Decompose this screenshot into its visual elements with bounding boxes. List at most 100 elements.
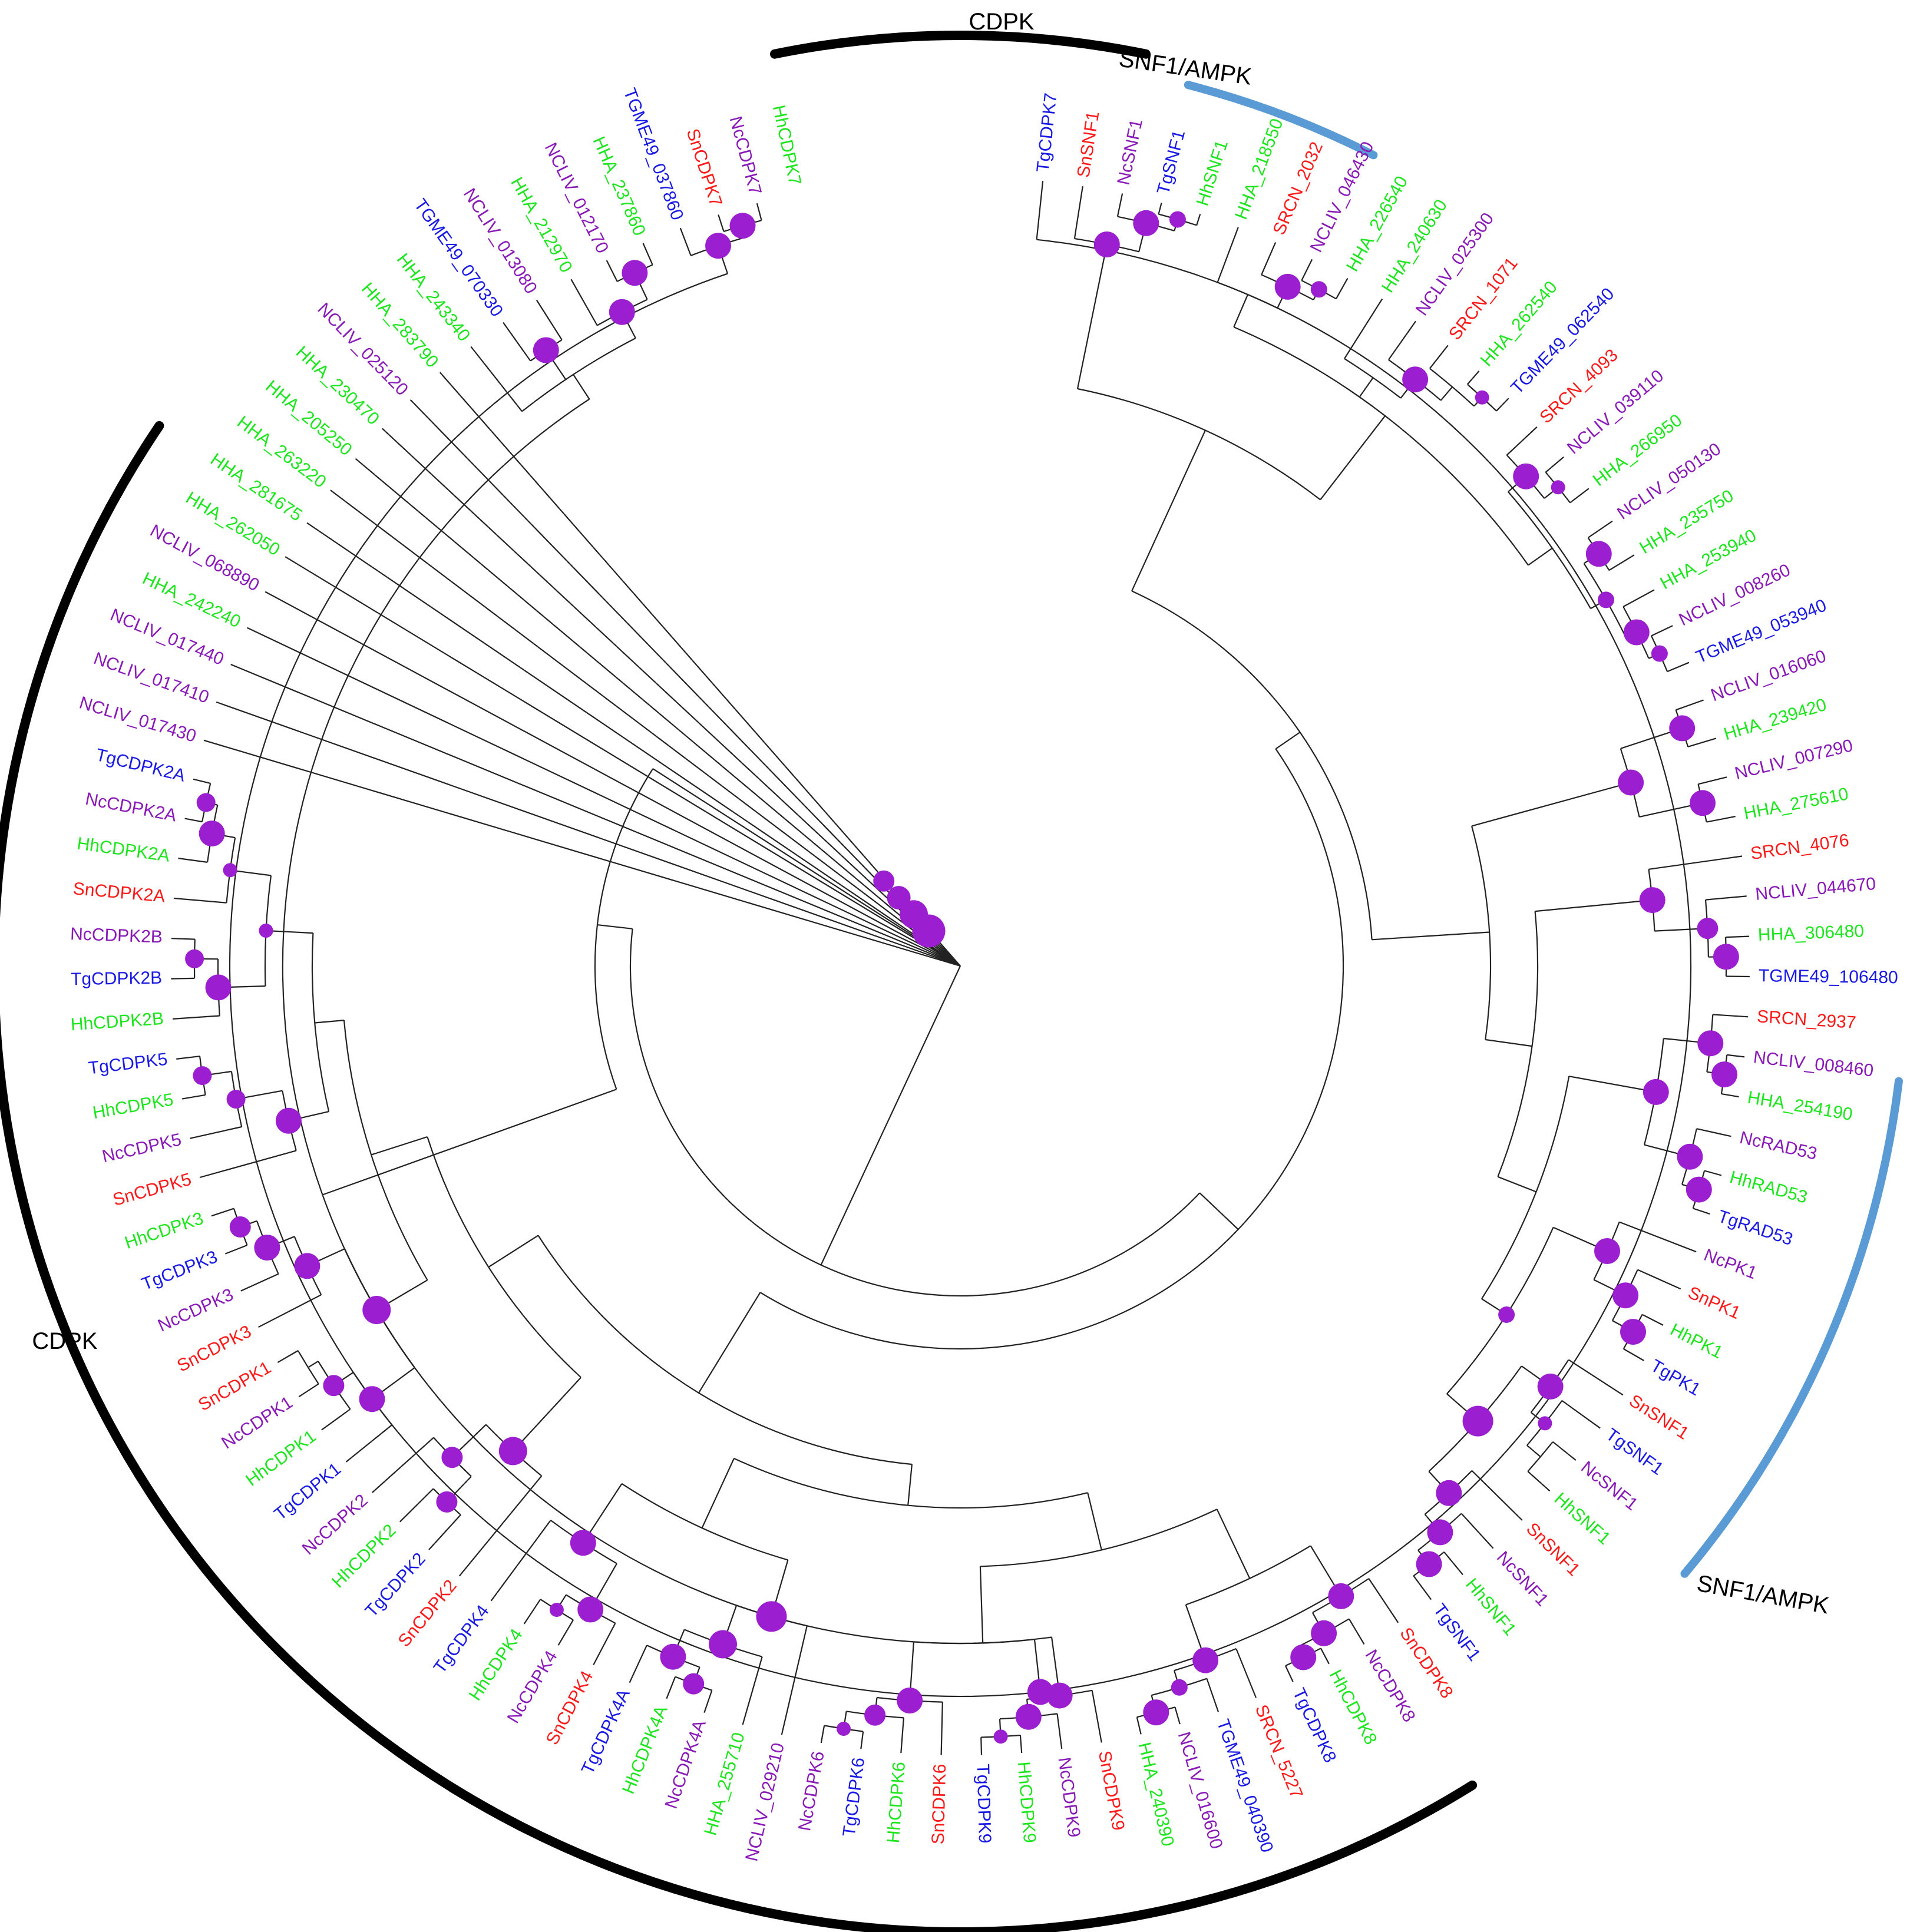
bootstrap-node	[1328, 1583, 1354, 1609]
tip-label: NcCDPK8	[1361, 1646, 1419, 1725]
tip-label: TgSNF1	[1602, 1425, 1667, 1479]
bootstrap-node	[193, 1066, 212, 1086]
tip-label: NcCDPK2B	[70, 924, 163, 947]
branch	[345, 1424, 392, 1463]
branch	[216, 701, 961, 967]
branch	[1623, 1348, 1645, 1361]
tip-label: TgCDPK8	[1288, 1685, 1340, 1765]
tip-label: SnPK1	[1685, 1283, 1743, 1323]
tip-label: HhCDPK2A	[76, 833, 171, 865]
branch	[536, 299, 563, 340]
tip-label: SnCDPK5	[111, 1170, 194, 1210]
tip-label: TgRAD53	[1716, 1206, 1795, 1249]
branch-arc	[537, 1235, 913, 1465]
branch	[1466, 370, 1480, 385]
tip-label: TgCDPK6	[840, 1756, 869, 1838]
branch	[1199, 1192, 1239, 1230]
bootstrap-node	[570, 1530, 596, 1556]
branch	[277, 1350, 299, 1364]
branch	[176, 1056, 200, 1060]
branch	[1485, 1038, 1532, 1047]
bootstrap-node	[1416, 1551, 1442, 1577]
tip-label: NcSNF1	[1114, 117, 1147, 187]
bootstrap-node	[1537, 1373, 1564, 1400]
branch	[173, 897, 227, 904]
bootstrap-node	[1618, 769, 1644, 796]
tip-label: SRCN_5227	[1251, 1702, 1307, 1802]
tip-label: SnSNF1	[1625, 1391, 1692, 1443]
tip-label: SnCDPK3	[174, 1322, 255, 1376]
tip-label: SnCDPK6	[928, 1764, 950, 1844]
branch	[1528, 547, 1553, 566]
root-branch	[820, 965, 961, 1266]
branch-arc	[229, 239, 1692, 1698]
tip-label: TgCDPK2B	[71, 968, 163, 989]
clade-arc-snf1-ampk-right	[1680, 1077, 1903, 1578]
bootstrap-node	[1171, 1679, 1188, 1696]
bootstrap-node	[1711, 1061, 1737, 1088]
branch-arc	[1233, 326, 1529, 566]
tip-label: TgCDPK4A	[578, 1686, 634, 1778]
tip-label: SRCN_2937	[1756, 1007, 1856, 1033]
branch	[265, 591, 961, 967]
branch-arc	[311, 933, 330, 1112]
bootstrap-node	[900, 900, 928, 929]
clade-label-snf1-ampk-right: SNF1/AMPK	[1695, 1570, 1831, 1619]
bootstrap-node	[1598, 591, 1614, 608]
branch	[979, 1566, 984, 1643]
branch	[171, 938, 195, 940]
branch	[1056, 1713, 1063, 1749]
branch-arc	[733, 1458, 1088, 1509]
tip-label: SnSNF1	[1522, 1519, 1584, 1580]
bootstrap-node	[705, 233, 731, 259]
bootstrap-node	[1639, 887, 1665, 914]
bootstrap-node	[756, 1601, 787, 1632]
tip-label: TgSNF1	[1429, 1600, 1484, 1665]
bootstrap-node	[229, 1216, 251, 1238]
branch	[190, 1126, 242, 1139]
branch-arc	[621, 1483, 788, 1561]
bootstrap-node	[1538, 1416, 1552, 1431]
branch	[1206, 1678, 1220, 1712]
tip-label: TGME49_062540	[1507, 284, 1618, 398]
tip-label: HHA_254190	[1746, 1088, 1854, 1124]
branch	[1497, 1176, 1536, 1193]
bootstrap-node	[1133, 210, 1159, 236]
branch	[1261, 242, 1277, 275]
bootstrap-node	[1713, 944, 1739, 970]
branch	[1036, 181, 1044, 240]
branch	[718, 214, 725, 232]
branch	[178, 858, 208, 863]
bootstrap-node	[323, 1375, 345, 1397]
tip-label: HhCDPK3	[123, 1209, 206, 1253]
branch	[266, 929, 313, 934]
branch	[211, 1208, 234, 1217]
clade-label-cdpk-left: CDPK	[32, 1328, 97, 1354]
branch	[1568, 1359, 1624, 1396]
branch	[940, 1702, 943, 1755]
bootstrap-node	[1612, 1282, 1639, 1309]
tip-label: HHA_239420	[1721, 695, 1829, 745]
bootstrap-node	[1585, 541, 1612, 567]
branch-arc	[1508, 491, 1591, 609]
branch	[1344, 298, 1383, 359]
branch	[372, 1437, 434, 1493]
branch	[490, 1520, 551, 1602]
tip-label: TgCDPK7	[1033, 92, 1061, 173]
bootstrap-node	[1143, 1699, 1169, 1726]
branch	[1073, 186, 1083, 239]
bootstrap-node	[1475, 390, 1489, 405]
bootstrap-node	[549, 1603, 564, 1617]
branch	[820, 1725, 825, 1744]
branch	[1233, 294, 1249, 327]
tip-label: HHA_240390	[1135, 1741, 1178, 1848]
branch	[428, 1514, 461, 1550]
tip-label: TgCDPK3	[139, 1247, 220, 1294]
bootstrap-node	[622, 260, 648, 286]
bootstrap-node	[1697, 918, 1719, 939]
branch	[1429, 345, 1449, 369]
branch	[781, 1625, 808, 1735]
branch	[1076, 244, 1108, 389]
bootstrap-node	[259, 924, 273, 938]
